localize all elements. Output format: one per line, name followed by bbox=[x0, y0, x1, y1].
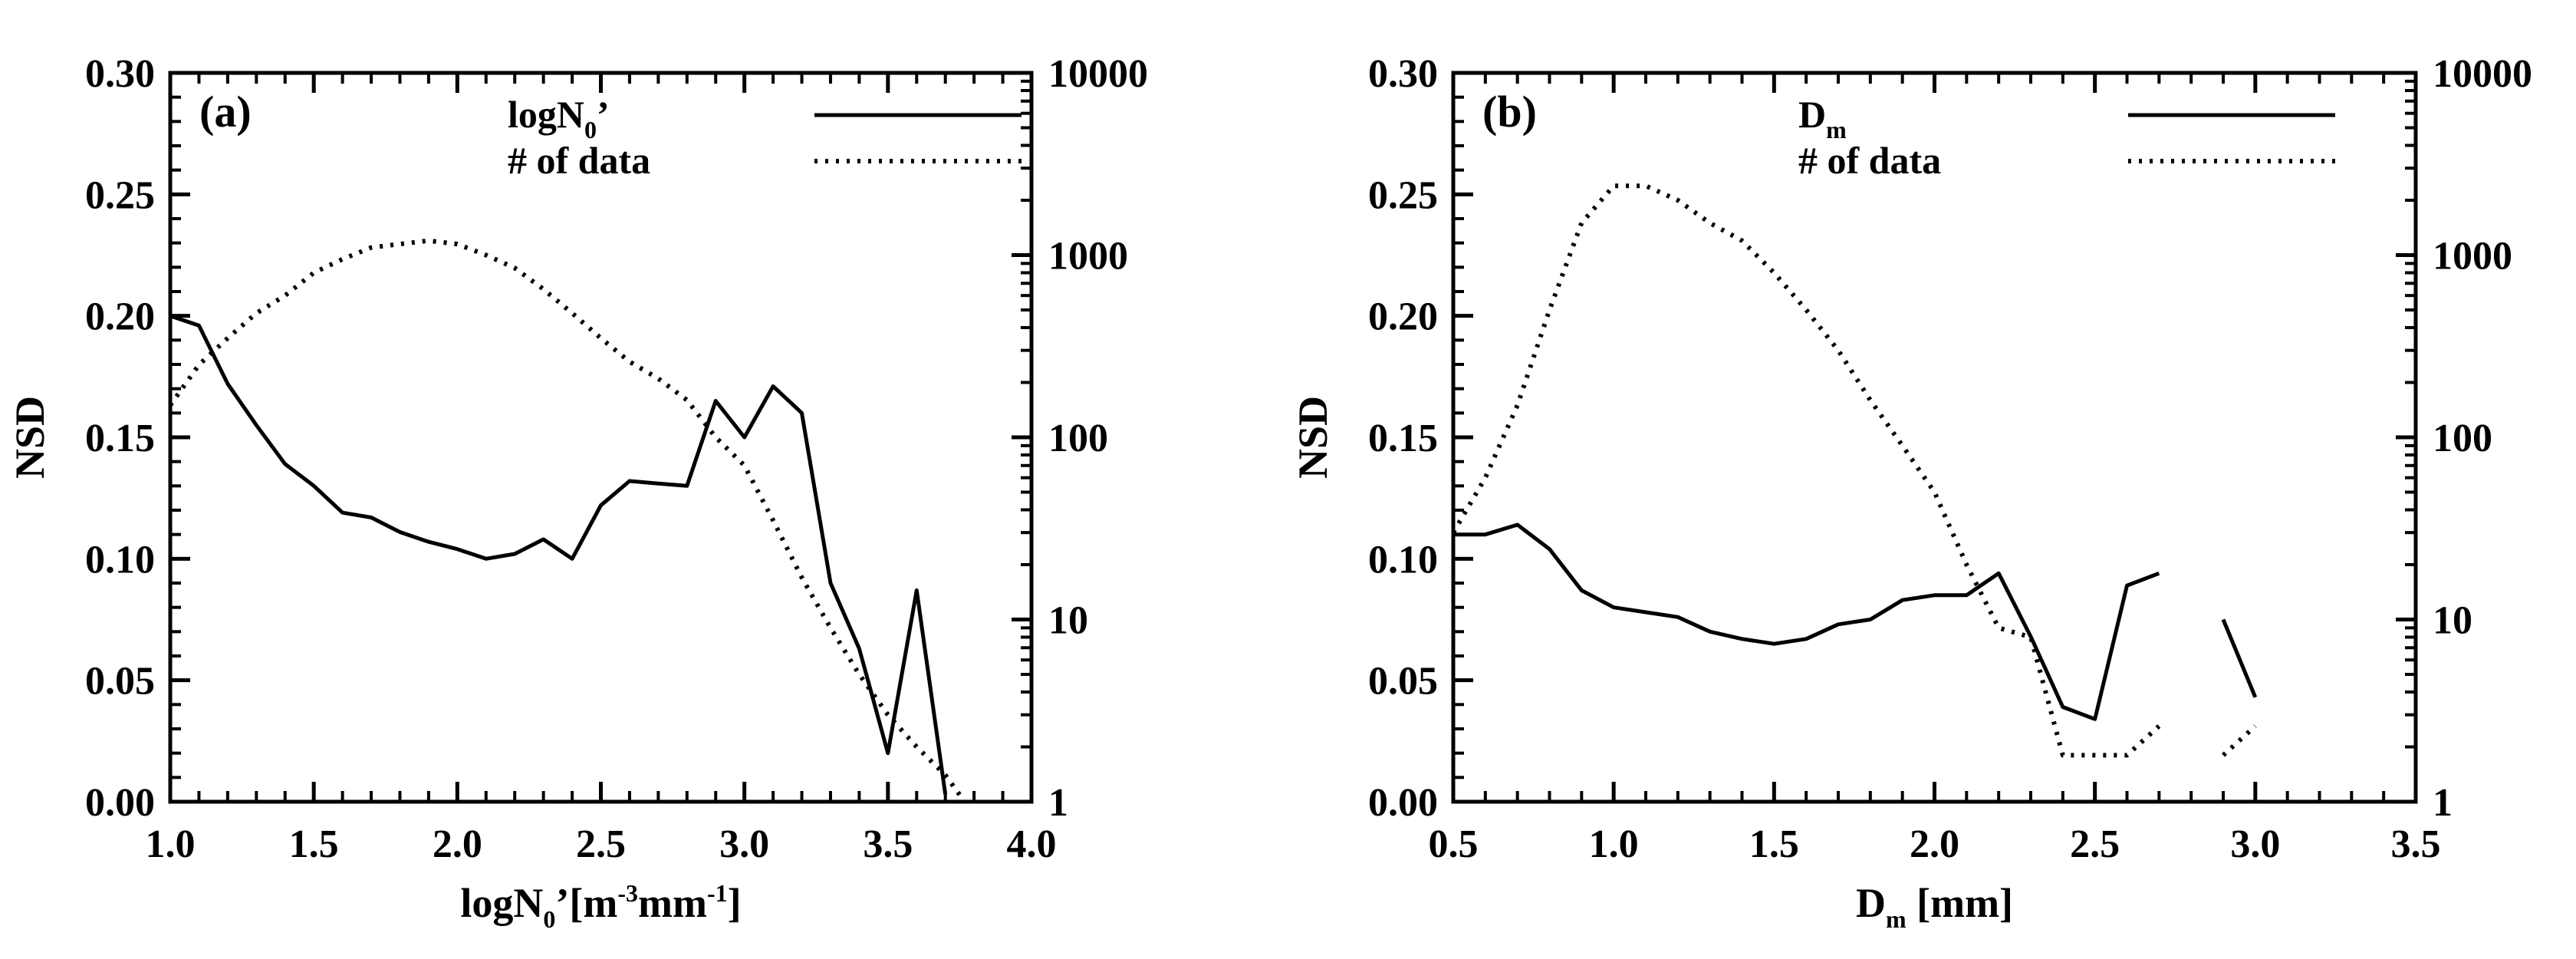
series-nsd-line bbox=[2221, 618, 2258, 698]
x-tick-label: 2.5 bbox=[2070, 822, 2120, 866]
series-count-line bbox=[2221, 724, 2257, 757]
y-tick-label: 0.25 bbox=[85, 173, 155, 217]
series-count-line bbox=[170, 238, 968, 802]
legend-label: # of data bbox=[508, 139, 650, 182]
panel-a: 1.0 1.5 2.0 2.5 3.0 3.5 4.0 0.00 0.05 0.10 0.15 0.2… bbox=[7, 52, 1148, 933]
panel-tag: (b) bbox=[1482, 87, 1537, 137]
x-tick-label: 0.5 bbox=[1429, 822, 1479, 866]
x-tick-label: 1.0 bbox=[1589, 822, 1639, 866]
y2-tick-label: 1 bbox=[2433, 781, 2453, 825]
x-tick-label: 3.5 bbox=[2391, 822, 2441, 866]
y-tick-label: 0.30 bbox=[85, 52, 155, 96]
x-tick-label: 4.0 bbox=[1007, 822, 1057, 866]
y-tick-label: 0.15 bbox=[1368, 417, 1438, 460]
series-nsd-line bbox=[1453, 522, 2160, 721]
x-tick-label: 1.5 bbox=[1749, 822, 1799, 866]
x-tick-label: 3.5 bbox=[863, 822, 913, 866]
x-tick-label: 1.0 bbox=[146, 822, 196, 866]
y-tick-label: 0.00 bbox=[85, 781, 155, 825]
y2-tick-label: 10 bbox=[2433, 599, 2472, 643]
x-tick-label: 2.0 bbox=[1910, 822, 1959, 866]
series-nsd-line bbox=[170, 314, 948, 795]
legend-label: Dm bbox=[1798, 93, 1847, 143]
y2-tick-label: 10000 bbox=[2433, 52, 2532, 96]
y2-tick-label: 10 bbox=[1048, 599, 1088, 643]
x-tick-label: 2.0 bbox=[433, 822, 482, 866]
legend-label: logN0’ bbox=[508, 93, 610, 143]
y-tick-label: 0.10 bbox=[85, 538, 155, 582]
y2-tick-label: 100 bbox=[2433, 417, 2492, 460]
y2-tick-label: 10000 bbox=[1048, 52, 1148, 96]
y-tick-label: 0.05 bbox=[1368, 660, 1438, 704]
y-tick-label: 0.10 bbox=[1368, 538, 1438, 582]
panel-tag: (a) bbox=[199, 87, 252, 137]
series-count-line bbox=[1453, 183, 2161, 758]
y2-tick-label: 1000 bbox=[2433, 235, 2512, 278]
x-tick-label: 3.0 bbox=[719, 822, 769, 866]
legend-label: # of data bbox=[1798, 139, 1941, 182]
y-tick-label: 0.20 bbox=[1368, 295, 1438, 339]
y-tick-label: 0.15 bbox=[85, 417, 155, 460]
y-tick-label: 0.00 bbox=[1368, 781, 1438, 825]
y-tick-label: 0.05 bbox=[85, 660, 155, 704]
y-tick-label: 0.30 bbox=[1368, 52, 1438, 96]
x-tick-label: 1.5 bbox=[289, 822, 339, 866]
plot-frame bbox=[168, 71, 1034, 804]
plot-frame bbox=[1451, 71, 2418, 804]
y-tick-label: 0.20 bbox=[85, 295, 155, 339]
y-tick-label: 0.25 bbox=[1368, 173, 1438, 217]
y-axis-label: NSD bbox=[1290, 396, 1336, 479]
x-axis-label: logN0’[m-3mm-1] bbox=[460, 879, 741, 933]
y2-tick-label: 1000 bbox=[1048, 235, 1128, 278]
x-tick-label: 2.5 bbox=[576, 822, 626, 866]
panel-b: 0.5 1.0 1.5 2.0 2.5 3.0 3.5 0.00 0.05 0.10 0.15 0.2… bbox=[1290, 52, 2532, 933]
x-axis-label: Dm [mm] bbox=[1856, 880, 2013, 933]
x-tick-label: 3.0 bbox=[2230, 822, 2280, 866]
y2-tick-label: 100 bbox=[1048, 417, 1108, 460]
y2-tick-label: 1 bbox=[1048, 781, 1068, 825]
y-axis-label: NSD bbox=[7, 396, 53, 479]
